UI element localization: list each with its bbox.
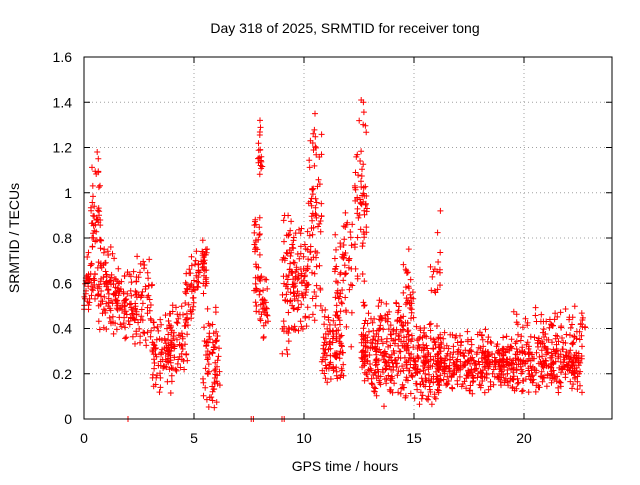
y-tick-label: 0.4 [53, 321, 73, 337]
axis-ticks: 0 0.2 0.4 0.6 0.8 1 1.2 1.4 1.6 0 5 10 15 20 [53, 49, 612, 446]
x-tick-label: 5 [190, 430, 198, 446]
y-tick-label: 0 [64, 411, 72, 427]
data-marks [81, 97, 589, 422]
y-tick-label: 1.2 [53, 140, 73, 156]
y-axis-label: SRMTID / TECUs [6, 183, 22, 293]
x-tick-label: 10 [296, 430, 312, 446]
y-tick-label: 1 [64, 185, 72, 201]
x-axis-label: GPS time / hours [292, 458, 399, 474]
x-tick-label: 0 [80, 430, 88, 446]
y-tick-label: 0.6 [53, 275, 73, 291]
chart-title: Day 318 of 2025, SRMTID for receiver ton… [210, 20, 479, 36]
x-tick-label: 15 [406, 430, 422, 446]
y-tick-label: 1.4 [53, 94, 73, 110]
y-tick-label: 1.6 [53, 49, 73, 65]
series-srmtid-points [81, 97, 589, 422]
y-tick-label: 0.8 [53, 230, 73, 246]
y-tick-label: 0.2 [53, 366, 73, 382]
x-tick-label: 20 [516, 430, 532, 446]
